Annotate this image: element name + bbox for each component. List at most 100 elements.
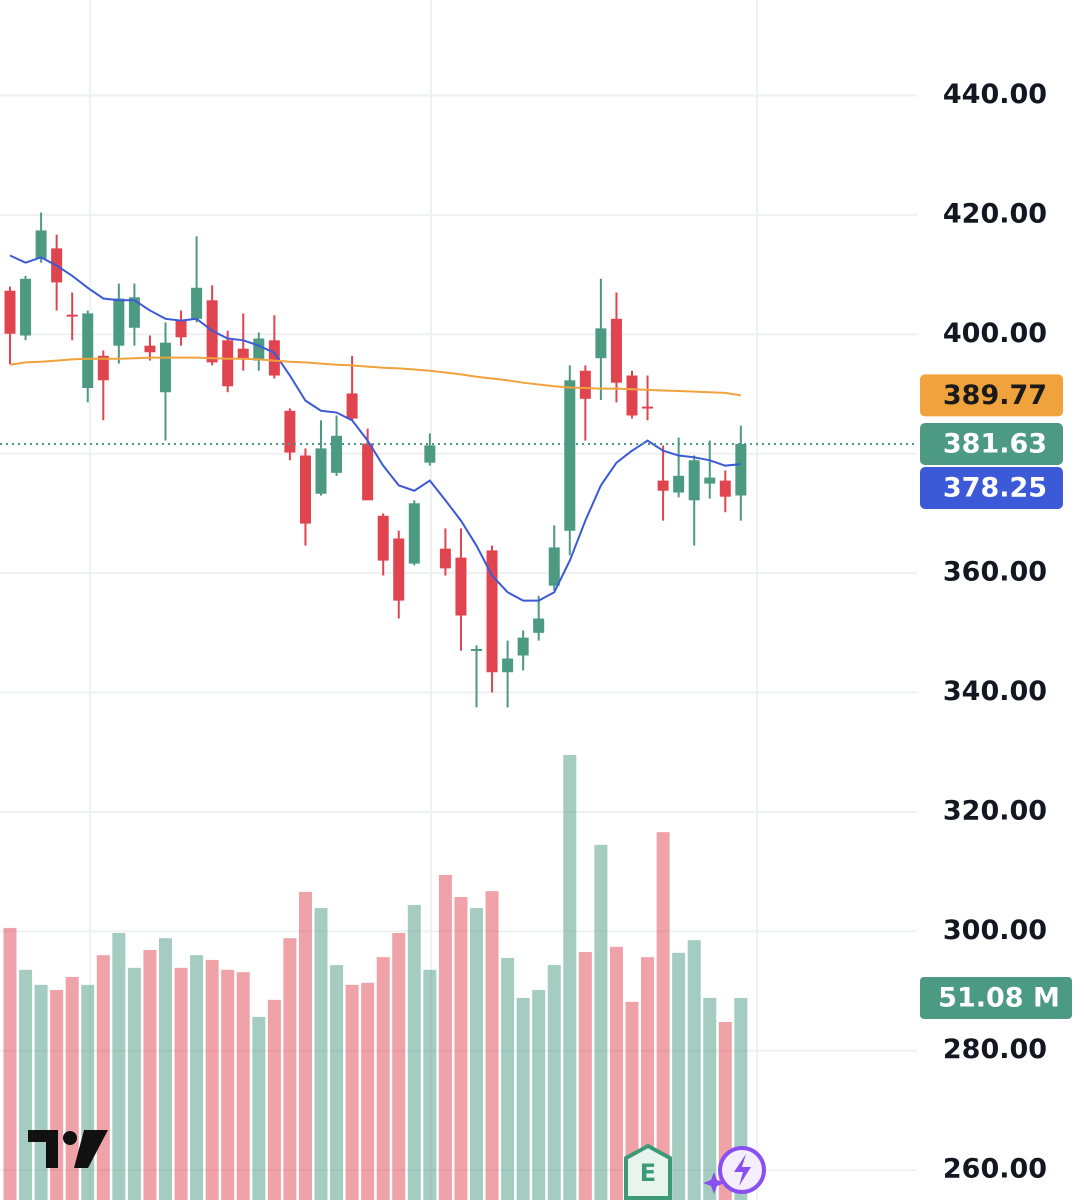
y-tick-label: 400.00 bbox=[943, 318, 1047, 349]
volume-bar bbox=[625, 1001, 639, 1200]
svg-text:E: E bbox=[640, 1159, 656, 1187]
price-tag bbox=[920, 467, 1063, 509]
candle-body bbox=[471, 648, 482, 651]
volume-bar bbox=[376, 957, 390, 1200]
candle-body bbox=[315, 448, 327, 494]
candle-body bbox=[253, 338, 265, 361]
y-tick-label: 440.00 bbox=[943, 79, 1047, 110]
candle-body bbox=[719, 480, 731, 497]
y-tick-label: 360.00 bbox=[943, 557, 1047, 588]
volume-bar bbox=[392, 933, 406, 1200]
volume-bar bbox=[672, 952, 686, 1200]
volume-bar bbox=[407, 904, 421, 1200]
moving-average-line bbox=[9, 356, 742, 397]
candle-body bbox=[595, 328, 607, 359]
candle-body bbox=[268, 340, 280, 376]
volume-bar bbox=[298, 891, 312, 1200]
candle-body bbox=[299, 455, 311, 524]
volume-bar bbox=[236, 972, 250, 1200]
volume-bar bbox=[485, 891, 499, 1200]
candle-body bbox=[160, 342, 171, 393]
volume-bar bbox=[190, 955, 204, 1200]
volume-bar bbox=[470, 908, 483, 1200]
volume-bar bbox=[563, 755, 577, 1200]
candle-body bbox=[610, 318, 622, 383]
candle-body bbox=[97, 355, 109, 381]
price-tag-label: 389.77 bbox=[943, 380, 1047, 411]
lines bbox=[0, 254, 917, 602]
candle-body bbox=[20, 278, 32, 336]
candle-body bbox=[175, 320, 187, 338]
candles bbox=[4, 212, 747, 708]
candle-body bbox=[564, 380, 576, 531]
candle-body bbox=[517, 637, 529, 656]
y-tick-label: 420.00 bbox=[943, 198, 1047, 229]
volume-bar bbox=[578, 952, 592, 1200]
volume-bar bbox=[687, 940, 701, 1200]
volume bbox=[3, 755, 748, 1200]
candle-body bbox=[191, 287, 203, 319]
candle-body bbox=[673, 475, 685, 493]
candle-body bbox=[657, 480, 669, 491]
candle-body bbox=[362, 443, 374, 501]
volume-bar bbox=[345, 984, 359, 1200]
volume-bar bbox=[532, 989, 546, 1200]
candle-body bbox=[548, 547, 560, 586]
volume-bar bbox=[330, 965, 344, 1200]
volume-bar bbox=[594, 844, 608, 1200]
candle-body bbox=[704, 477, 716, 484]
candle-body bbox=[284, 410, 296, 453]
volume-bar bbox=[454, 897, 468, 1200]
candle-body bbox=[66, 314, 78, 317]
volume-tag bbox=[920, 976, 1072, 1019]
volume-bar bbox=[252, 1016, 266, 1200]
ai-icon bbox=[703, 1146, 766, 1194]
candle-body bbox=[82, 313, 94, 389]
candle-body bbox=[486, 550, 498, 673]
volume-bar bbox=[703, 997, 717, 1200]
candle-body bbox=[222, 340, 234, 387]
candle-body bbox=[688, 460, 700, 501]
volume-bar bbox=[267, 999, 281, 1200]
candle-body bbox=[735, 444, 747, 496]
volume-bar bbox=[314, 908, 328, 1200]
volume-bar bbox=[516, 997, 530, 1200]
y-tick-label: 260.00 bbox=[943, 1154, 1047, 1185]
volume-bar bbox=[3, 927, 17, 1200]
price-tag-label: 378.25 bbox=[943, 473, 1047, 504]
candle-body bbox=[128, 297, 140, 328]
candle-body bbox=[439, 548, 451, 569]
volume-bar bbox=[143, 950, 157, 1200]
candle-body bbox=[579, 370, 591, 399]
price-tag-label: 381.63 bbox=[943, 429, 1047, 460]
volume-bar bbox=[547, 965, 561, 1200]
volume-bar bbox=[19, 969, 33, 1200]
candle-body bbox=[626, 375, 638, 416]
volume-bar bbox=[361, 982, 375, 1200]
volume-bar bbox=[641, 957, 655, 1200]
volume-bar bbox=[501, 957, 515, 1200]
price-tag bbox=[920, 423, 1063, 465]
volume-bar bbox=[438, 874, 452, 1200]
volume-bar bbox=[221, 969, 235, 1200]
y-tick-label: 320.00 bbox=[943, 795, 1047, 826]
candle-body bbox=[35, 230, 47, 259]
volume-bar bbox=[423, 969, 437, 1200]
tags: 260.00280.00300.00320.00340.00360.00380.… bbox=[920, 79, 1072, 1185]
candle-body bbox=[377, 515, 389, 561]
candle-body bbox=[455, 557, 467, 616]
candle-body bbox=[642, 406, 654, 409]
candle-body bbox=[533, 618, 545, 633]
moving-average-line bbox=[9, 254, 741, 602]
earnings-icon: E bbox=[624, 1143, 672, 1200]
y-tick-label: 280.00 bbox=[943, 1034, 1047, 1065]
volume-bar bbox=[50, 989, 64, 1200]
y-tick-label: 340.00 bbox=[943, 676, 1047, 707]
y-tick-label: 300.00 bbox=[943, 915, 1047, 946]
candle-body bbox=[424, 445, 436, 463]
candle-body bbox=[331, 435, 343, 473]
volume-bar bbox=[112, 933, 126, 1200]
volume-bar bbox=[609, 946, 623, 1200]
volume-bar bbox=[96, 955, 110, 1200]
